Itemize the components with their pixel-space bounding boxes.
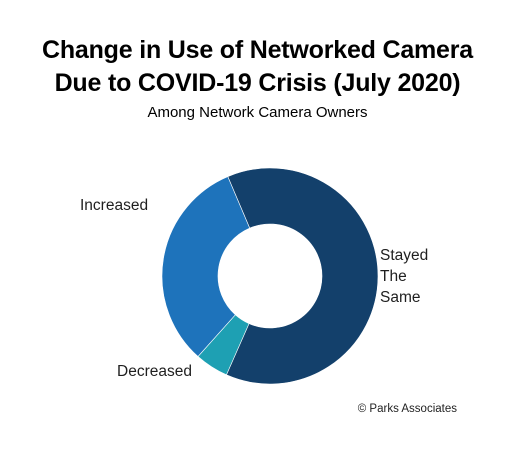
label-decreased: Decreased <box>117 363 192 380</box>
label-stayed-line-3: Same <box>380 289 421 306</box>
label-increased: Increased <box>80 197 149 214</box>
chart-subtitle: Among Network Camera Owners <box>147 104 368 121</box>
label-stayed-the-same: Stayed The Same <box>380 245 428 308</box>
chart-title-line-2: Due to COVID-19 Crisis (July 2020) <box>54 69 461 97</box>
label-stayed-line-2: The <box>380 268 407 285</box>
chart-title-line-1: Change in Use of Networked Camera <box>41 36 473 64</box>
chart-title: Change in Use of Networked Camera Due to… <box>0 34 515 100</box>
copyright-credit: © Parks Associates <box>357 403 457 415</box>
label-stayed-line-1: Stayed <box>380 247 429 264</box>
slice-stayed-the-same <box>226 167 379 385</box>
slice-increased <box>161 176 251 357</box>
donut-slices <box>161 167 379 385</box>
